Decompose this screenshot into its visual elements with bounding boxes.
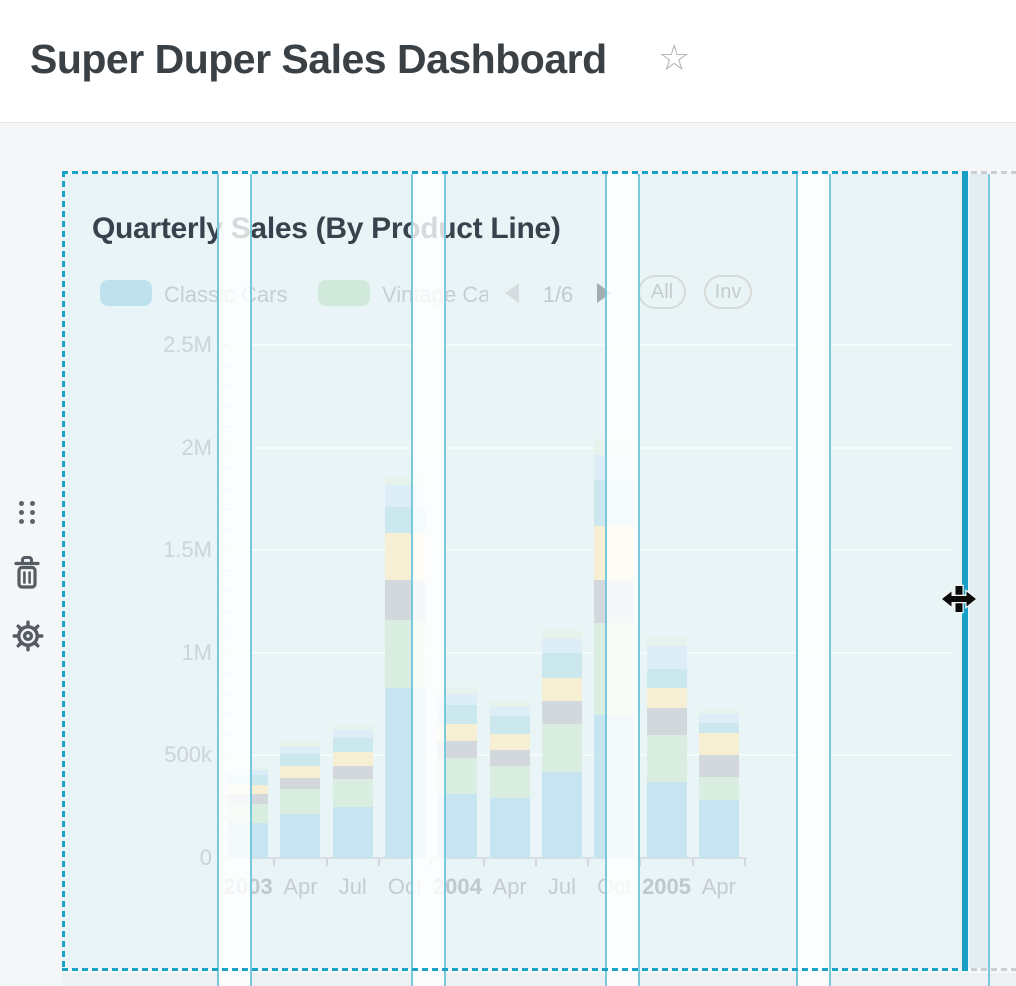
grid-outline-top: [971, 171, 1016, 174]
page-title: Super Duper Sales Dashboard: [30, 36, 607, 82]
bar-segment[interactable]: [541, 771, 582, 858]
bar-segment[interactable]: [280, 753, 321, 767]
header-divider: [0, 121, 1016, 123]
bar-segment[interactable]: [280, 766, 321, 778]
legend-prev-icon[interactable]: [503, 281, 521, 305]
bar-segment[interactable]: [489, 706, 530, 717]
bar-segment[interactable]: [385, 477, 426, 485]
bar-segment[interactable]: [280, 742, 321, 747]
card-resize-edge[interactable]: [962, 172, 968, 970]
grid-rule: [250, 174, 252, 986]
bar-segment[interactable]: [280, 813, 321, 858]
bar-segment[interactable]: [646, 687, 687, 709]
legend-select-all-button[interactable]: All: [638, 275, 686, 309]
bar-segment[interactable]: [646, 669, 687, 688]
bar-segment[interactable]: [437, 741, 478, 759]
grid-rule: [411, 174, 413, 986]
bar-segment[interactable]: [698, 754, 739, 777]
bar-segment[interactable]: [698, 713, 739, 723]
grid-rule: [796, 174, 798, 986]
dashboard-header: Super Duper Sales Dashboard ☆: [0, 0, 1016, 122]
bar-segment[interactable]: [646, 782, 687, 858]
bar-segment[interactable]: [541, 678, 582, 701]
grid-rule: [605, 174, 607, 986]
bar-segment[interactable]: [646, 638, 687, 646]
grid-rule: [829, 174, 831, 986]
bar-segment[interactable]: [541, 701, 582, 724]
bar-segment[interactable]: [280, 746, 321, 754]
grid-gutter: [605, 174, 640, 986]
legend-swatch-vintage-cars[interactable]: [318, 280, 370, 306]
bar-segment[interactable]: [489, 765, 530, 799]
bar-segment[interactable]: [646, 708, 687, 735]
grid-rule: [638, 174, 640, 986]
grid-rule: [444, 174, 446, 986]
card-border-top: [62, 171, 968, 174]
grid-gutter: [796, 174, 831, 986]
bar-segment[interactable]: [698, 722, 739, 734]
bar-segment[interactable]: [541, 630, 582, 640]
bar-segment[interactable]: [437, 704, 478, 724]
card-title: Quarterly Sales (By Product Line): [92, 212, 561, 245]
bar-segment[interactable]: [489, 798, 530, 858]
bar-segment[interactable]: [489, 749, 530, 766]
bar-segment[interactable]: [541, 653, 582, 679]
grid-column-strip: [969, 174, 988, 968]
bar-segment[interactable]: [332, 752, 373, 766]
legend-next-icon[interactable]: [595, 281, 613, 305]
bar-segment[interactable]: [541, 723, 582, 772]
legend-select-inverse-button[interactable]: Inv: [704, 275, 752, 309]
bar-segment[interactable]: [646, 645, 687, 670]
bar-segment[interactable]: [437, 687, 478, 695]
bar-segment[interactable]: [280, 777, 321, 790]
bar-segment[interactable]: [332, 778, 373, 808]
trash-icon[interactable]: [12, 554, 42, 594]
bar-segment[interactable]: [698, 710, 739, 714]
bar-segment[interactable]: [437, 723, 478, 742]
grid-gutter: [411, 174, 446, 986]
legend-swatch-classic-cars[interactable]: [100, 280, 152, 306]
bar-segment[interactable]: [646, 734, 687, 783]
bar-segment[interactable]: [489, 700, 530, 707]
bar-segment[interactable]: [541, 639, 582, 653]
bar-segment[interactable]: [698, 733, 739, 755]
bar-segment[interactable]: [332, 737, 373, 753]
grid-row-below: [62, 973, 1016, 986]
grid-outline-bottom: [971, 968, 1016, 971]
bar-segment[interactable]: [332, 807, 373, 858]
bar-segment[interactable]: [332, 765, 373, 779]
grid-gutter: [217, 174, 252, 986]
bar-segment[interactable]: [489, 716, 530, 734]
gear-icon[interactable]: [9, 617, 47, 655]
grid-rule: [217, 174, 219, 986]
bar-segment[interactable]: [280, 789, 321, 814]
bar-segment[interactable]: [698, 799, 739, 858]
grid-rule: [988, 174, 990, 986]
star-icon[interactable]: ☆: [658, 37, 691, 78]
bar-segment[interactable]: [489, 733, 530, 750]
bar-segment[interactable]: [332, 724, 373, 730]
bar-segment[interactable]: [698, 776, 739, 800]
legend-page-indicator: 1/6: [542, 282, 574, 307]
bar-segment[interactable]: [437, 694, 478, 705]
drag-handle-icon[interactable]: [19, 501, 35, 524]
card-border-left: [62, 171, 65, 971]
bar-segment[interactable]: [332, 729, 373, 738]
card-border-bottom: [62, 968, 968, 971]
